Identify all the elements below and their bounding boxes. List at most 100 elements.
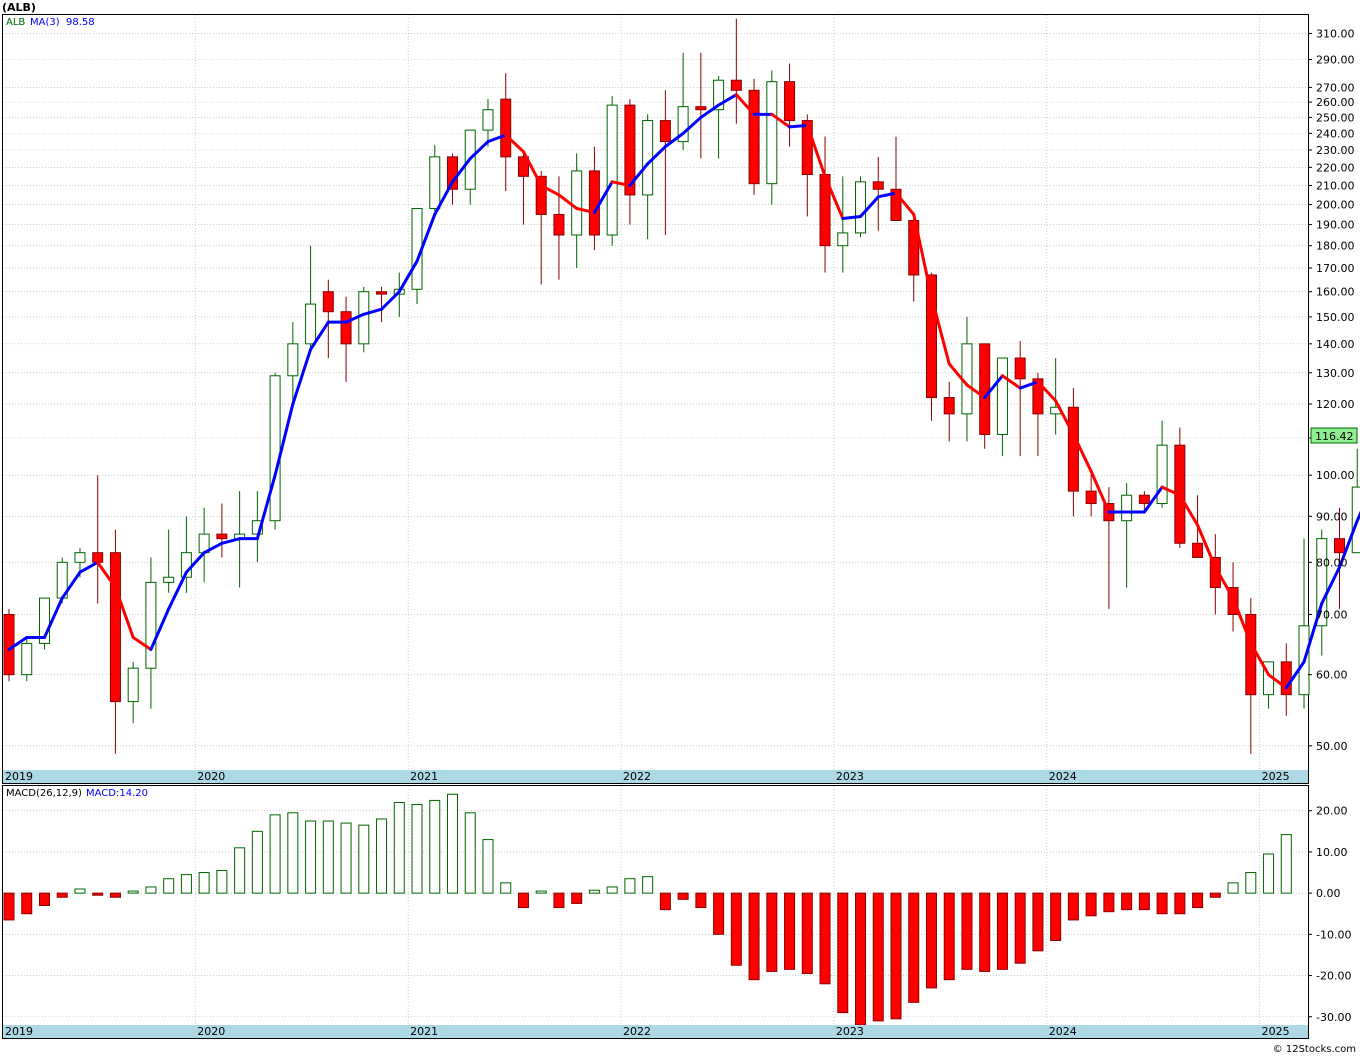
candle-up bbox=[1121, 483, 1133, 588]
macd-bar-negative bbox=[748, 892, 760, 981]
macd-bar-positive bbox=[180, 874, 192, 894]
macd-bar-positive bbox=[482, 839, 494, 894]
candle-body bbox=[535, 175, 547, 215]
macd-bar-positive bbox=[127, 890, 139, 894]
macd-y-tick-label: 20.00 bbox=[1316, 805, 1348, 818]
price-y-tick-label: 310.00 bbox=[1316, 27, 1355, 40]
candle-body bbox=[1014, 357, 1026, 380]
candle-body bbox=[855, 181, 867, 234]
price-y-tick-label: 120.00 bbox=[1316, 398, 1355, 411]
macd-bar-negative bbox=[109, 892, 121, 898]
ma-segment bbox=[113, 586, 135, 639]
macd-x-axis-band bbox=[3, 1025, 1308, 1038]
ma-segment bbox=[1071, 432, 1093, 473]
price-y-tick-label: 60.00 bbox=[1316, 669, 1348, 682]
price-y-tick-label: 230.00 bbox=[1316, 144, 1355, 157]
candle-body bbox=[287, 343, 299, 377]
ma-segment bbox=[220, 537, 242, 545]
candle-body bbox=[322, 291, 334, 313]
macd-bar-negative bbox=[1209, 892, 1221, 898]
candle-body bbox=[1085, 490, 1097, 505]
ma-segment bbox=[575, 206, 596, 214]
macd-bar-positive bbox=[1227, 882, 1239, 894]
macd-y-tick-label: 0.00 bbox=[1316, 887, 1341, 900]
ma-segment bbox=[965, 383, 987, 400]
candle-body bbox=[553, 213, 565, 236]
candle-down bbox=[216, 503, 228, 558]
candle-up bbox=[21, 637, 33, 682]
macd-bar-positive bbox=[1245, 872, 1257, 894]
candle-body bbox=[1334, 538, 1345, 554]
price-x-axis-band bbox=[3, 770, 1308, 783]
candle-body bbox=[642, 120, 654, 196]
macd-bar-positive bbox=[606, 886, 618, 894]
macd-bar-negative bbox=[1067, 892, 1079, 921]
candle-body bbox=[1316, 538, 1328, 627]
candle-body bbox=[1138, 494, 1150, 505]
macd-bar-positive bbox=[429, 799, 441, 894]
ma-segment bbox=[841, 214, 863, 220]
price-x-axis: 2019 2020 2021 2022 2023 2024 2025 bbox=[5, 770, 1290, 783]
macd-y-tick-label: -20.00 bbox=[1316, 970, 1351, 983]
candle-down bbox=[784, 63, 796, 147]
candle-body bbox=[216, 533, 228, 540]
macd-bar-positive bbox=[447, 793, 458, 894]
price-x-label: 2021 bbox=[410, 770, 438, 783]
macd-bar-positive bbox=[216, 869, 228, 894]
candle-down bbox=[1067, 388, 1079, 517]
candle-down bbox=[376, 286, 388, 323]
candle-down bbox=[500, 73, 512, 192]
candle-body bbox=[358, 291, 370, 345]
macd-bar-positive bbox=[393, 801, 405, 894]
ma-segment bbox=[451, 157, 472, 184]
macd-bar-negative bbox=[1085, 892, 1097, 917]
price-y-tick-label: 290.00 bbox=[1316, 53, 1355, 66]
ma-segment bbox=[433, 180, 454, 216]
candle-down bbox=[1174, 427, 1186, 548]
ma-segment bbox=[557, 193, 579, 210]
price-y-tick-label: 200.00 bbox=[1316, 199, 1355, 212]
ma-segment bbox=[983, 374, 1004, 400]
chart-title: (ALB) bbox=[2, 1, 36, 14]
candle-body bbox=[1280, 661, 1292, 696]
macd-bar-negative bbox=[908, 892, 920, 1003]
candle-up bbox=[411, 207, 423, 305]
price-y-tick-label: 90.00 bbox=[1316, 510, 1348, 523]
ma-segment bbox=[1178, 493, 1200, 527]
ma-segment bbox=[1249, 641, 1271, 677]
ma-segment bbox=[468, 140, 490, 161]
price-y-tick-label: 140.00 bbox=[1316, 338, 1355, 351]
ma-segment bbox=[521, 150, 543, 188]
candle-body bbox=[340, 311, 352, 345]
price-x-label: 2023 bbox=[836, 770, 864, 783]
macd-bar-negative bbox=[1103, 892, 1115, 913]
candle-down bbox=[340, 296, 352, 382]
macd-bar-positive bbox=[287, 812, 299, 894]
macd-bar-positive bbox=[305, 820, 317, 894]
macd-x-label: 2023 bbox=[836, 1025, 864, 1038]
macd-x-label: 2021 bbox=[410, 1025, 438, 1038]
price-y-tick-label: 150.00 bbox=[1316, 311, 1355, 324]
macd-bar-negative bbox=[1192, 892, 1204, 909]
candle-body bbox=[1156, 444, 1168, 505]
ma-segment bbox=[894, 191, 916, 216]
candle-body bbox=[784, 81, 796, 122]
macd-bar-positive bbox=[500, 882, 512, 894]
candle-down bbox=[695, 52, 707, 159]
candle-up bbox=[1156, 420, 1168, 508]
macd-bar-positive bbox=[1280, 834, 1292, 894]
macd-bar-positive bbox=[1263, 853, 1275, 894]
macd-bar-negative bbox=[677, 892, 689, 900]
candle-body bbox=[801, 120, 813, 176]
candle-body bbox=[748, 89, 760, 185]
price-legend-ma-label: MA(3) bbox=[30, 17, 60, 28]
candle-up bbox=[606, 96, 618, 246]
candle-body bbox=[588, 170, 600, 236]
ma-segment bbox=[273, 402, 295, 477]
price-y-tick-label: 260.00 bbox=[1316, 96, 1355, 109]
candle-body bbox=[659, 120, 671, 143]
candle-up bbox=[713, 75, 725, 159]
ma-segment bbox=[78, 560, 100, 574]
